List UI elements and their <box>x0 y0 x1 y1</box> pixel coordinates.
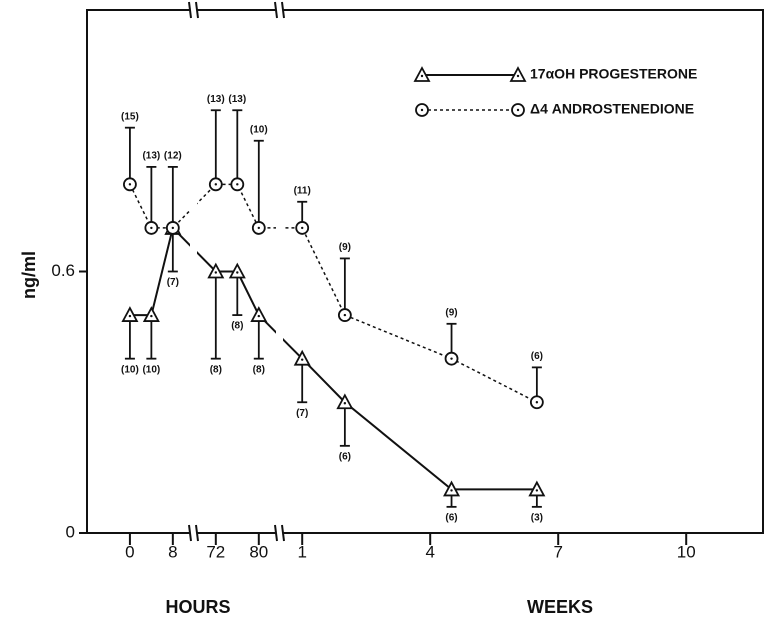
marker-dot <box>171 226 175 230</box>
axis-break-mark <box>195 524 199 542</box>
axis-break-mark <box>281 1 285 19</box>
data-point <box>207 262 225 279</box>
marker-dot <box>420 108 424 112</box>
axis-break-mark <box>195 1 199 19</box>
data-point <box>142 306 160 322</box>
marker-dot <box>450 357 453 360</box>
marker-dot <box>343 402 347 405</box>
x-tick-label: 80 <box>249 542 268 561</box>
marker-dot <box>128 183 132 186</box>
x-axis-title: HOURS <box>165 597 230 617</box>
data-point <box>228 262 246 279</box>
data-point <box>293 349 311 366</box>
axis-break-mark <box>188 524 192 542</box>
marker-dot <box>301 226 304 230</box>
data-point <box>121 306 139 322</box>
count-label: (3) <box>531 512 543 523</box>
count-label: (13) <box>228 94 246 105</box>
marker-dot <box>516 108 520 112</box>
marker-dot <box>214 271 218 274</box>
count-label: (8) <box>231 321 243 332</box>
marker-dot <box>128 314 132 318</box>
count-label: (10) <box>250 124 268 135</box>
count-label: (8) <box>210 364 222 375</box>
marker-dot <box>420 74 424 78</box>
y-tick-label: 0 <box>66 522 75 541</box>
axis-break-mark <box>274 524 278 542</box>
data-point <box>528 480 546 497</box>
legend-label: 17αOH PROGESTERONE <box>530 66 697 82</box>
marker-dot <box>343 313 347 317</box>
data-point <box>443 480 461 497</box>
count-label: (6) <box>339 451 351 462</box>
marker-dot <box>236 183 239 186</box>
count-label: (7) <box>167 277 179 288</box>
count-label: (13) <box>142 151 160 162</box>
axis-break-gap <box>190 8 197 535</box>
count-label: (9) <box>339 242 351 253</box>
count-label: (6) <box>445 512 457 523</box>
x-tick-label: 7 <box>553 542 562 561</box>
y-axis-label: ng/ml <box>19 251 39 299</box>
x-tick-label: 4 <box>425 542 434 561</box>
plot-frame <box>86 9 764 534</box>
count-label: (11) <box>294 185 311 196</box>
marker-dot <box>150 314 153 318</box>
x-tick-label: 72 <box>206 542 225 561</box>
legend-marker <box>509 66 527 82</box>
count-label: (8) <box>253 364 265 375</box>
count-label: (7) <box>296 408 308 419</box>
count-label: (13) <box>207 94 225 105</box>
marker-dot <box>535 401 539 404</box>
x-tick-label: 1 <box>297 542 306 561</box>
count-label: (10) <box>121 364 139 375</box>
axis-break-mark <box>281 524 285 542</box>
data-point <box>250 306 268 322</box>
y-tick-label: 0.6 <box>51 261 75 280</box>
legend-marker <box>413 66 431 82</box>
legend-label: Δ4 ANDROSTENEDIONE <box>530 101 694 117</box>
x-axis-title: WEEKS <box>527 597 593 617</box>
count-label: (9) <box>445 307 457 318</box>
count-label: (10) <box>142 364 160 375</box>
x-tick-label: 0 <box>125 542 134 561</box>
marker-dot <box>301 358 304 361</box>
count-label: (12) <box>164 151 182 162</box>
marker-dot <box>236 271 239 274</box>
series-line <box>129 225 537 491</box>
axis-break-mark <box>188 1 192 19</box>
marker-dot <box>535 489 539 492</box>
axis-break-gap <box>276 8 283 535</box>
marker-dot <box>450 489 453 492</box>
marker-dot <box>257 226 261 230</box>
data-point <box>336 393 354 410</box>
x-tick-label: 8 <box>168 542 177 561</box>
marker-dot <box>516 74 520 78</box>
count-label: (6) <box>531 351 543 362</box>
marker-dot <box>214 183 218 186</box>
x-tick-label: 10 <box>677 542 696 561</box>
count-label: (15) <box>121 111 139 122</box>
marker-dot <box>150 226 153 230</box>
marker-dot <box>257 314 261 318</box>
axis-break-mark <box>274 1 278 19</box>
